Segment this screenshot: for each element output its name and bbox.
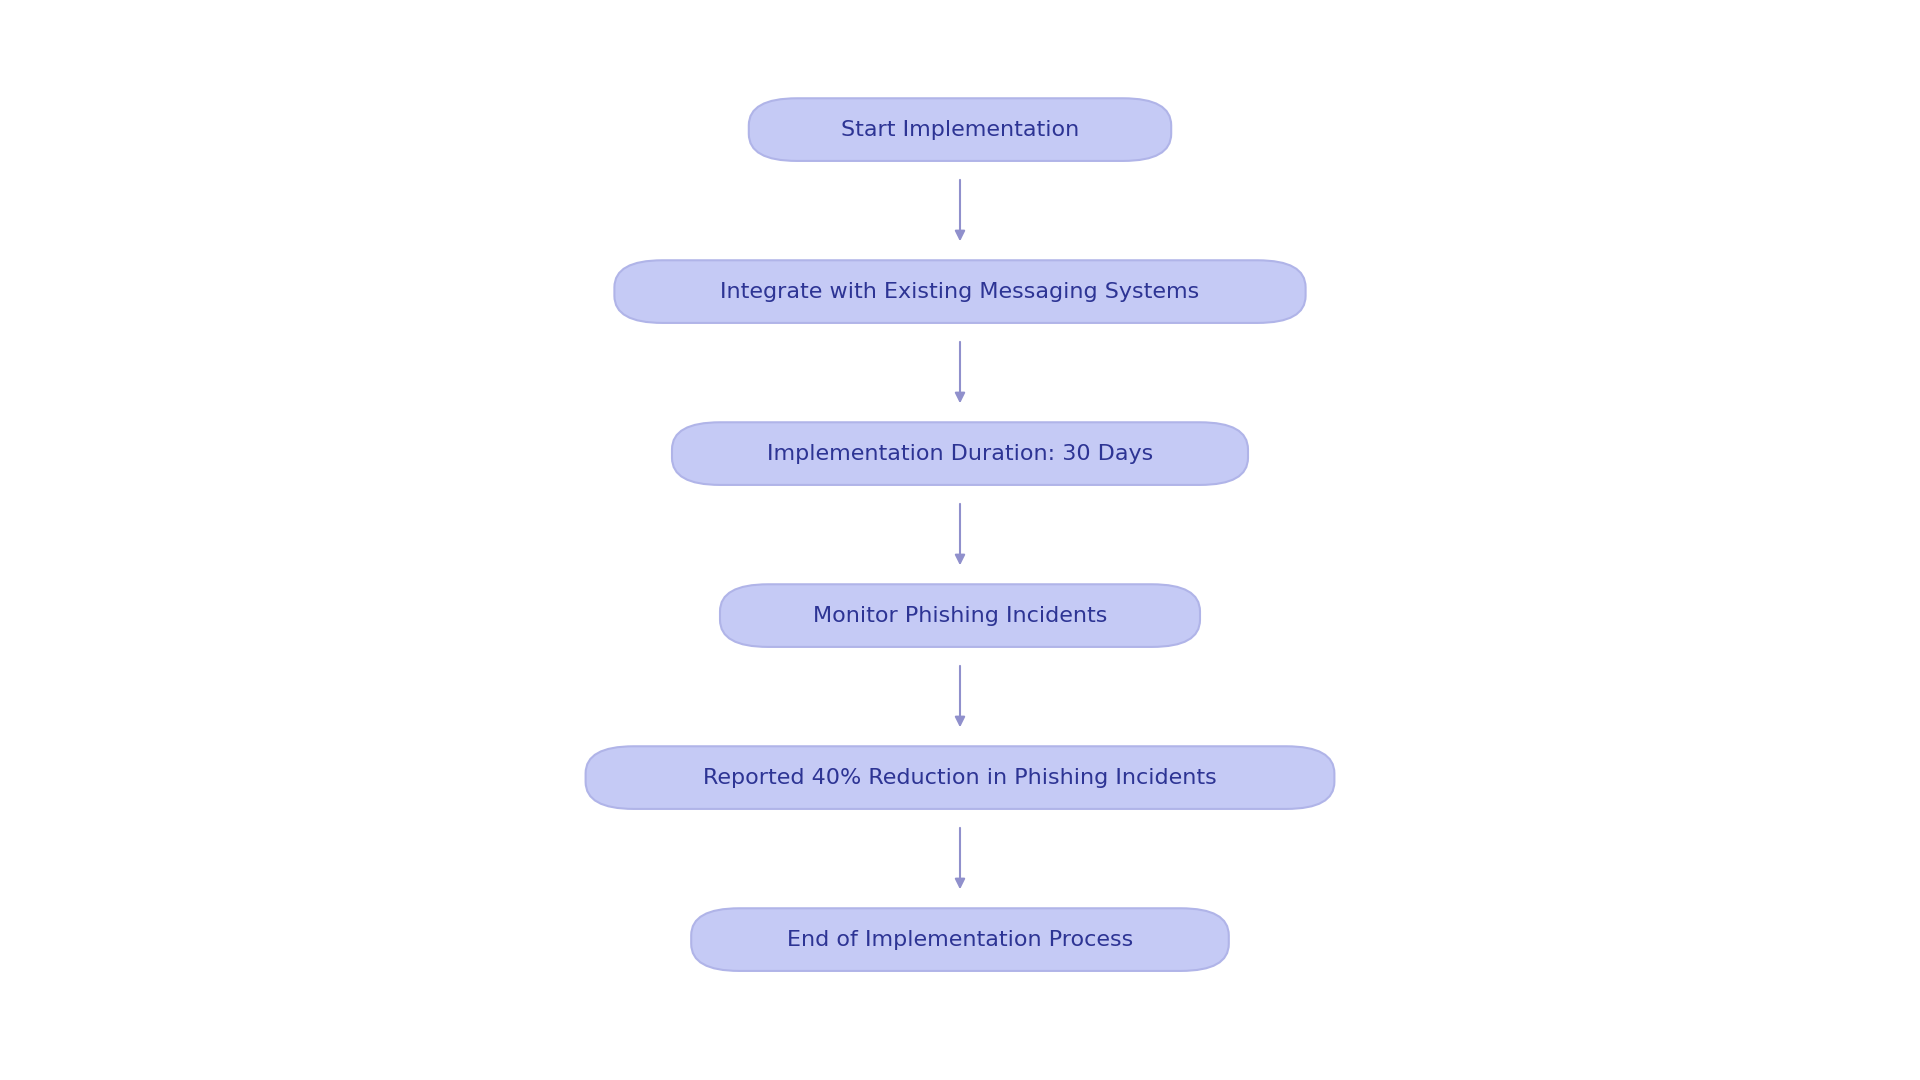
FancyBboxPatch shape (720, 584, 1200, 647)
Text: Start Implementation: Start Implementation (841, 120, 1079, 139)
FancyBboxPatch shape (614, 260, 1306, 323)
FancyBboxPatch shape (672, 422, 1248, 485)
Text: Reported 40% Reduction in Phishing Incidents: Reported 40% Reduction in Phishing Incid… (703, 768, 1217, 787)
FancyBboxPatch shape (586, 746, 1334, 809)
Text: Integrate with Existing Messaging Systems: Integrate with Existing Messaging System… (720, 282, 1200, 301)
FancyBboxPatch shape (749, 98, 1171, 161)
Text: End of Implementation Process: End of Implementation Process (787, 930, 1133, 949)
Text: Implementation Duration: 30 Days: Implementation Duration: 30 Days (766, 444, 1154, 463)
Text: Monitor Phishing Incidents: Monitor Phishing Incidents (812, 606, 1108, 625)
FancyBboxPatch shape (691, 908, 1229, 971)
